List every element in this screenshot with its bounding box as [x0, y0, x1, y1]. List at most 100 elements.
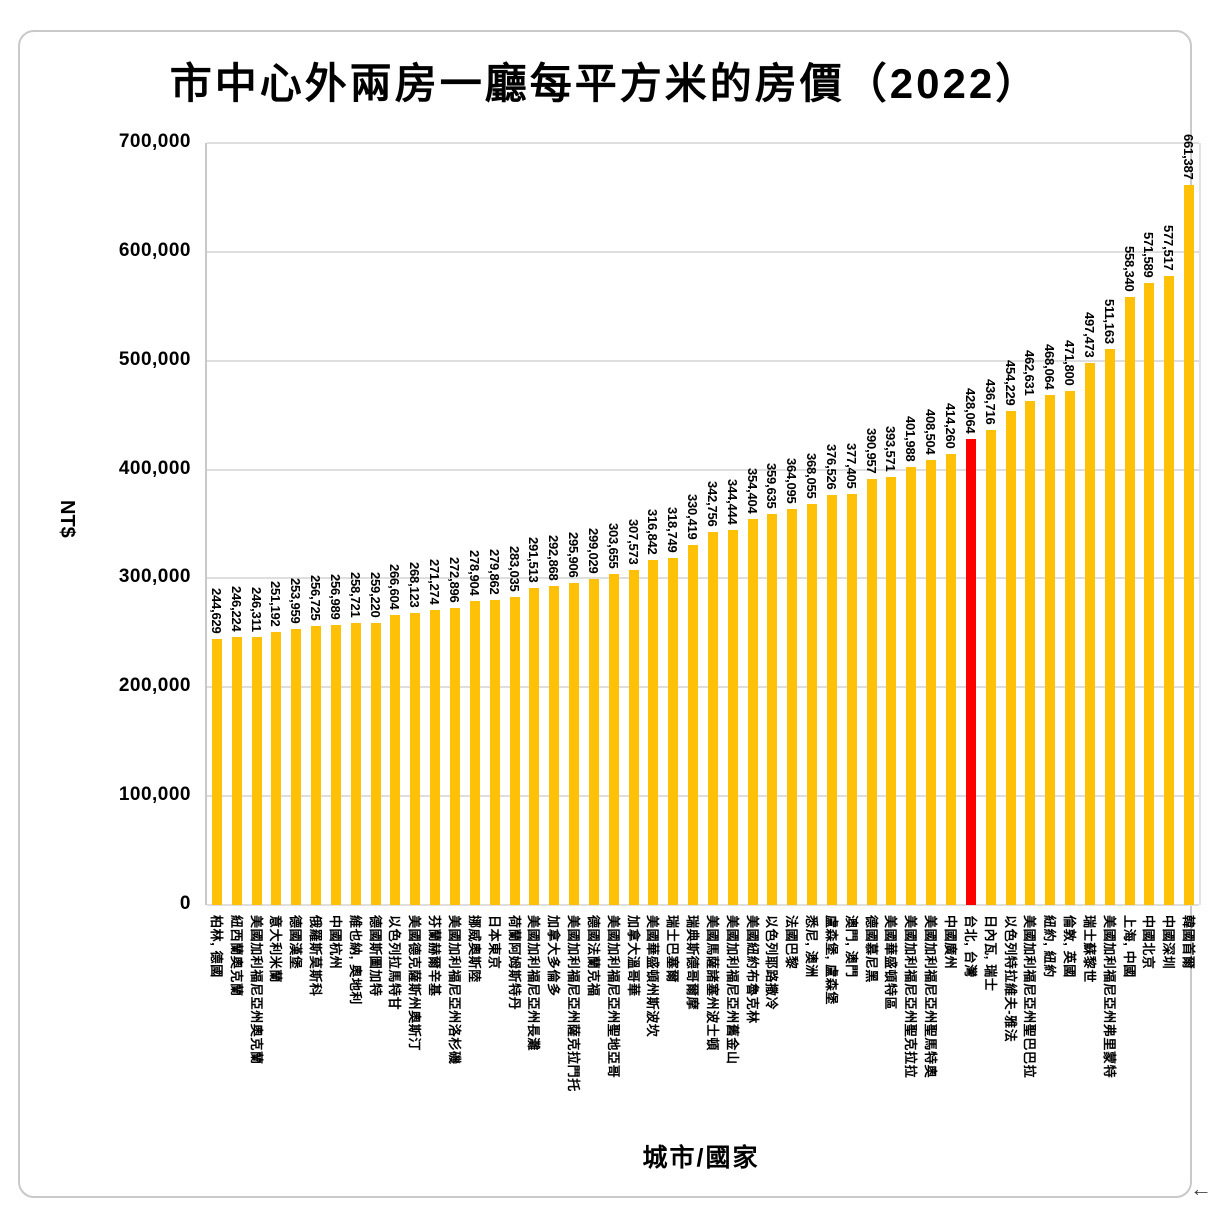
bar-value-label: 454,229 [1002, 360, 1018, 406]
bar-value-label: 278,904 [466, 550, 482, 596]
bar [965, 439, 976, 905]
category-label: 德國漢堡 [288, 915, 304, 970]
bar-value-label: 253,959 [288, 578, 304, 624]
bar-value-label: 408,504 [923, 409, 939, 455]
category-label: 荷蘭阿姆斯特丹 [506, 915, 522, 1011]
bar [1084, 363, 1095, 905]
bar [251, 637, 262, 905]
bar-value-label: 401,988 [903, 416, 919, 462]
category-label: 以色列特拉維夫-雅法 [1002, 915, 1018, 1043]
bar [608, 574, 619, 905]
category-label: 以色列拉馬特甘 [387, 915, 403, 1011]
bar-value-label: 266,604 [387, 564, 403, 610]
bar [350, 623, 361, 905]
category-label: 美國加利福尼亞州弗里蒙特 [1101, 915, 1117, 1079]
bar [946, 454, 956, 905]
bar [489, 600, 500, 905]
bar [807, 504, 818, 905]
y-tick-label: 100,000 [118, 784, 191, 806]
bar-value-label: 258,721 [347, 572, 363, 618]
bar [1144, 283, 1155, 905]
category-label: 以色列耶路撒冷 [764, 915, 780, 1011]
scroll-left-arrow[interactable]: ← [1190, 1176, 1208, 1201]
bar [846, 494, 857, 905]
bar [291, 629, 302, 905]
category-label: 加拿大多倫多 [546, 915, 562, 997]
bar-value-label: 246,311 [248, 587, 264, 632]
bar-value-label: 661,387 [1181, 134, 1197, 180]
bar-value-label: 511,163 [1101, 299, 1117, 344]
category-label: 中國廣州 [943, 915, 958, 970]
bar-value-label: 393,571 [883, 426, 899, 472]
bar-value-label: 462,631 [1022, 350, 1038, 396]
bar [707, 532, 718, 905]
bar-value-label: 471,800 [1062, 340, 1078, 386]
category-label: 紐西蘭奧克蘭 [228, 915, 244, 997]
bar [767, 514, 778, 905]
bar [390, 615, 401, 905]
gridline [207, 686, 1199, 689]
category-label: 中國深圳 [1161, 915, 1177, 970]
bar-value-label: 497,473 [1081, 312, 1097, 358]
category-label: 德國斯圖加特 [367, 915, 383, 997]
category-label: 瑞典斯德哥爾摩 [685, 915, 701, 1011]
category-label: 俄羅斯莫斯科 [308, 915, 324, 997]
category-label: 中國杭州 [327, 915, 343, 970]
category-label: 挪威奧斯陸 [466, 915, 482, 984]
bar [311, 626, 322, 905]
bar-value-label: 256,989 [327, 574, 343, 620]
bar-value-label: 330,419 [685, 494, 701, 540]
bar-value-label: 283,035 [506, 546, 522, 592]
bar [549, 586, 560, 905]
bar [529, 588, 540, 905]
category-label: 柏林, 德國 [208, 915, 224, 978]
gridline [207, 250, 1199, 253]
category-label: 德國慕尼黑 [863, 915, 879, 984]
bar [450, 608, 460, 905]
bar-value-label: 354,404 [744, 468, 760, 514]
category-label: 加拿大溫哥華 [625, 915, 641, 997]
category-label: 德國法蘭克福 [585, 915, 601, 997]
bar-value-label: 414,260 [943, 403, 958, 449]
bar [509, 597, 520, 905]
bar [727, 530, 738, 905]
plot-area: 0 100,000 200,000 300,000 400,000 500,000 600,… [119, 131, 1201, 1092]
bar-value-label: 342,756 [704, 481, 720, 527]
bar [926, 460, 937, 905]
bar-value-label: 272,896 [447, 557, 462, 603]
bar [1124, 297, 1135, 905]
gridline [207, 795, 1199, 798]
bar-value-label: 364,095 [784, 458, 800, 504]
bar [906, 467, 917, 905]
bar [271, 632, 282, 905]
bar [1184, 185, 1195, 905]
category-label: 瑞士巴塞爾 [665, 915, 681, 984]
category-label: 美國加利福尼亞州聖馬特奧 [923, 915, 939, 1079]
category-label: 倫敦, 英國 [1062, 915, 1078, 978]
bar-value-label: 299,029 [585, 528, 601, 574]
category-label: 中國北京 [1141, 915, 1157, 970]
chart-title: 市中心外兩房一廳每平方米的房價（2022） [169, 60, 1041, 107]
bar [747, 519, 758, 905]
category-label: 盧森堡, 盧森堡 [823, 915, 839, 1006]
bar [211, 639, 222, 905]
bar [688, 545, 699, 905]
category-label: 芬蘭赫爾辛基 [427, 915, 443, 997]
category-label: 韓國首爾 [1181, 915, 1197, 970]
bar-value-label: 291,513 [526, 537, 542, 583]
y-tick-label: 500,000 [118, 348, 191, 370]
bar-value-label: 271,274 [427, 559, 443, 605]
category-label: 美國加利福尼亞州洛杉磯 [447, 915, 462, 1065]
bar-value-label: 377,405 [843, 443, 859, 489]
category-label: 紐約, 紐約 [1042, 915, 1058, 978]
category-label: 意大利米蘭 [268, 915, 284, 984]
bar [1005, 411, 1016, 905]
y-tick-label: 600,000 [118, 239, 191, 261]
bar [588, 579, 599, 905]
category-label: 美國馬薩諸塞州波士頓 [704, 915, 720, 1052]
bar-value-label: 251,192 [268, 581, 284, 627]
category-label: 日本東京 [486, 915, 502, 970]
x-axis-title: 城市/國家 [642, 1144, 760, 1172]
bar [866, 479, 877, 905]
y-tick-label: 200,000 [118, 675, 191, 697]
